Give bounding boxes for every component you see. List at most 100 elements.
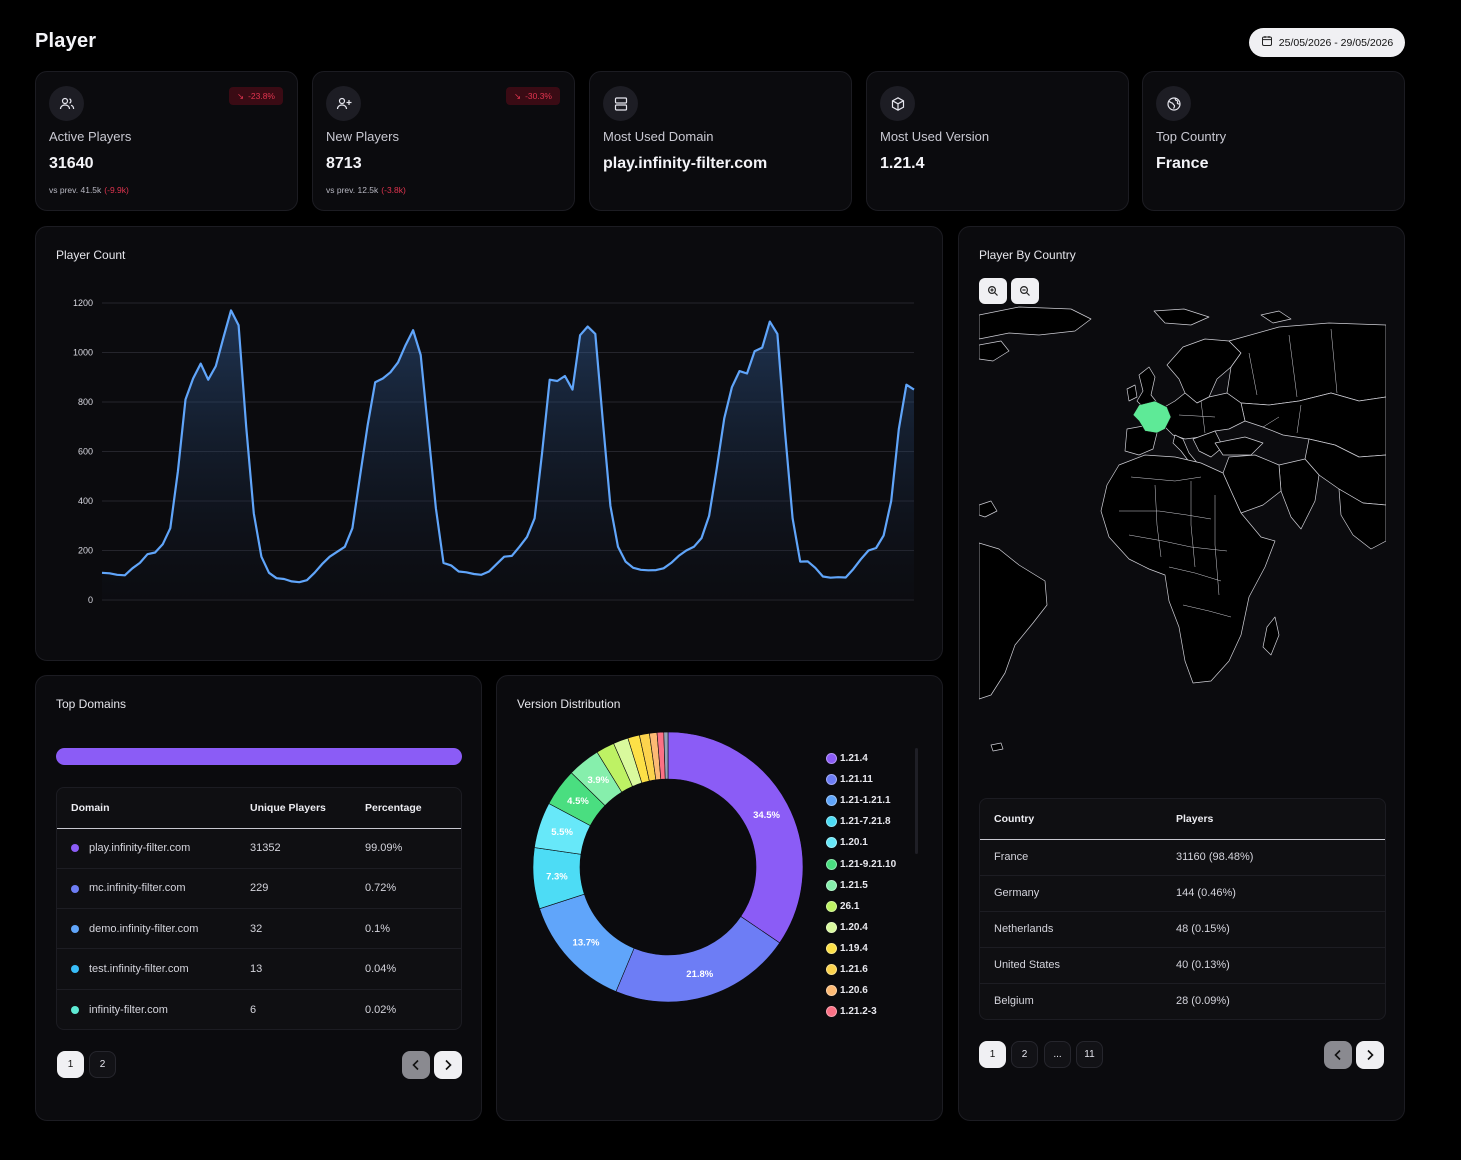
country-cell: Belgium <box>994 995 1034 1008</box>
zoom-in-button[interactable] <box>979 278 1007 304</box>
map-country-france <box>1132 400 1172 434</box>
table-row[interactable]: France 31160 (98.48%) <box>980 839 1385 876</box>
players-cell: 13 <box>250 948 365 990</box>
map-title: Player By Country <box>979 248 1076 262</box>
players-cell: 31352 <box>250 828 365 869</box>
country-cell: France <box>980 839 1176 876</box>
chevron-right-icon <box>445 1059 452 1071</box>
country-page-11[interactable]: 11 <box>1076 1041 1103 1068</box>
col-header-players[interactable]: Players <box>1176 799 1385 840</box>
donut-slice <box>663 731 669 780</box>
stat-value: France <box>1156 155 1209 172</box>
map-region-india <box>1278 458 1320 530</box>
domains-next-button[interactable] <box>434 1051 462 1079</box>
domains-prev-button[interactable] <box>402 1051 430 1079</box>
table-row[interactable]: United States 40 (0.13%) <box>980 947 1385 984</box>
world-map[interactable] <box>979 305 1386 775</box>
players-cell: 32 <box>250 908 365 950</box>
legend-scrollbar[interactable] <box>915 748 918 854</box>
page-title: Player <box>35 30 97 52</box>
chevron-right-icon <box>1367 1049 1374 1061</box>
country-prev-button[interactable] <box>1324 1041 1352 1069</box>
col-header-percentage[interactable]: Percentage <box>365 788 461 829</box>
trend-down-icon: ↘ <box>236 90 245 101</box>
trend-down-badge: ↘ -23.8% <box>228 87 283 105</box>
country-page-1[interactable]: 1 <box>979 1041 1006 1068</box>
player-count-title: Player Count <box>56 248 126 262</box>
country-page-2[interactable]: 2 <box>1011 1041 1038 1068</box>
legend-item[interactable]: 1.21-7.21.8 <box>826 811 916 832</box>
legend-item[interactable]: 1.21.11 <box>826 769 916 790</box>
table-row[interactable]: Netherlands 48 (0.15%) <box>980 911 1385 948</box>
trend-down-badge: ↘ -30.3% <box>505 87 560 105</box>
legend-item[interactable]: 1.19.4 <box>826 938 916 959</box>
top-domains-title: Top Domains <box>56 697 127 711</box>
legend-item[interactable]: 1.21.2-3 <box>826 1001 916 1022</box>
col-header-country[interactable]: Country <box>980 799 1176 840</box>
legend-item[interactable]: 26.1 <box>826 896 916 917</box>
table-row[interactable]: test.infinity-filter.com 13 0.04% <box>57 948 461 990</box>
y-tick-label: 0 <box>88 595 93 605</box>
col-header-domain[interactable]: Domain <box>57 788 250 829</box>
table-row[interactable]: infinity-filter.com 6 0.02% <box>57 989 461 1029</box>
table-row[interactable]: play.infinity-filter.com 31352 99.09% <box>57 828 461 869</box>
country-page-ellipsis[interactable]: ... <box>1044 1041 1071 1068</box>
legend-item[interactable]: 1.21-1.21.1 <box>826 790 916 811</box>
map-region-canada-islands <box>979 340 1010 362</box>
stat-prev: vs prev. 12.5k (-3.8k) <box>326 185 406 195</box>
slice-value-label: 5.5% <box>551 827 573 838</box>
domain-color-dot <box>71 1005 79 1014</box>
domain-color-dot <box>71 924 79 933</box>
zoom-out-button[interactable] <box>1011 278 1039 304</box>
map-region-ireland <box>1126 384 1138 402</box>
table-row[interactable]: Germany 144 (0.46%) <box>980 875 1385 912</box>
col-header-unique-players[interactable]: Unique Players <box>250 788 365 829</box>
map-region-madagascar <box>1262 616 1280 656</box>
domains-page-1[interactable]: 1 <box>57 1051 84 1078</box>
domain-share-bar[interactable] <box>56 748 462 765</box>
map-region-se-asia <box>1338 488 1386 550</box>
stat-card-most-used-domain: Most Used Domain play.infinity-filter.co… <box>589 71 852 211</box>
legend-swatch <box>826 963 837 975</box>
legend-item[interactable]: 1.21.5 <box>826 875 916 896</box>
players-cell: 40 (0.13%) <box>1176 947 1385 984</box>
pct-cell: 0.1% <box>365 908 461 950</box>
domains-page-2[interactable]: 2 <box>89 1051 116 1078</box>
legend-item[interactable]: 1.20.6 <box>826 980 916 1001</box>
country-next-button[interactable] <box>1356 1041 1384 1069</box>
players-cell: 6 <box>250 1003 257 1016</box>
legend-swatch <box>826 879 837 891</box>
server-icon <box>603 86 638 121</box>
table-row[interactable]: Belgium 28 (0.09%) <box>980 983 1385 1019</box>
y-tick-label: 1200 <box>73 298 93 308</box>
legend-item[interactable]: 1.21.4 <box>826 748 916 769</box>
players-cell: 144 (0.46%) <box>1176 875 1385 912</box>
legend-item[interactable]: 1.20.1 <box>826 832 916 853</box>
map-region-falklands <box>990 742 1004 752</box>
legend-swatch <box>826 1006 837 1018</box>
version-legend: 1.21.4 1.21.11 1.21-1.21.1 1.21-7.21.8 1.20.… <box>826 748 916 1022</box>
calendar-icon <box>1261 35 1273 50</box>
legend-label: 1.21.11 <box>840 774 873 786</box>
version-donut-chart: 34.5% 21.8% 13.7% 7.3% 5.5% 4.5% 3.9% <box>532 731 804 1003</box>
map-region-balkans <box>1192 430 1224 458</box>
domains-table: Domain Unique Players Percentage play.in… <box>56 787 462 1030</box>
domain-cell: mc.infinity-filter.com <box>89 882 186 895</box>
domain-cell: play.infinity-filter.com <box>89 842 191 855</box>
legend-item[interactable]: 1.21.6 <box>826 959 916 980</box>
stat-card-top-country: Top Country France <box>1142 71 1405 211</box>
y-tick-label: 1000 <box>73 348 93 358</box>
table-row[interactable]: demo.infinity-filter.com 32 0.1% <box>57 908 461 950</box>
legend-item[interactable]: 1.20.4 <box>826 917 916 938</box>
date-range-button[interactable]: 25/05/2026 - 29/05/2026 <box>1249 28 1405 57</box>
pct-cell: 0.04% <box>365 948 461 990</box>
domain-cell: infinity-filter.com <box>89 1003 168 1016</box>
zoom-out-icon <box>1019 285 1030 296</box>
legend-item[interactable]: 1.21-9.21.10 <box>826 853 916 874</box>
table-row[interactable]: mc.infinity-filter.com 229 0.72% <box>57 868 461 910</box>
zoom-in-icon <box>987 285 998 296</box>
date-range-label: 25/05/2026 - 29/05/2026 <box>1278 36 1394 49</box>
stat-value: 8713 <box>326 155 362 172</box>
legend-swatch <box>826 816 837 828</box>
player-by-country-card: Player By Country <box>958 226 1405 1121</box>
